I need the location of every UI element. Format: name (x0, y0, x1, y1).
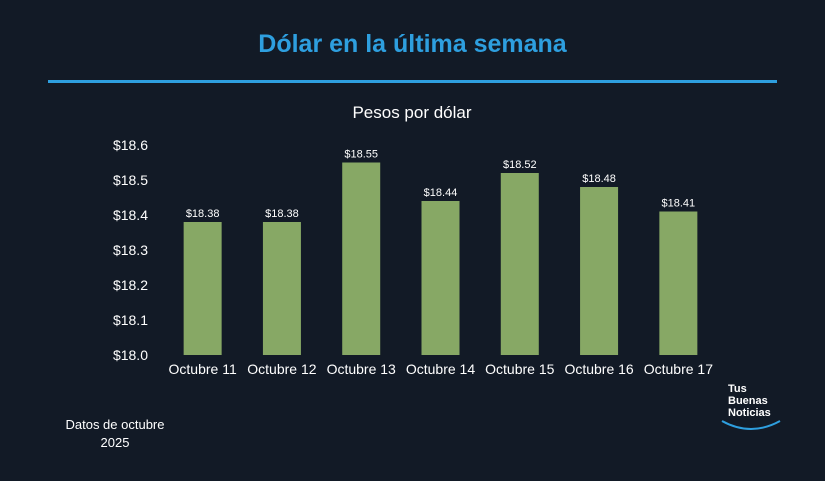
data-label: $18.41 (662, 198, 696, 210)
bar (580, 187, 619, 355)
y-tick-label: $18.4 (113, 207, 148, 223)
bar (659, 211, 698, 355)
y-tick-label: $18.1 (113, 312, 148, 328)
logo-line-2: Buenas (728, 395, 768, 407)
page-title: Dólar en la última semana (258, 30, 567, 58)
logo-line-1: Tus (728, 383, 747, 395)
x-tick-label: Octubre 16 (564, 361, 633, 377)
y-tick-label: $18.5 (113, 172, 148, 188)
y-tick-label: $18.0 (113, 347, 148, 363)
footnote-line-2: 2025 (100, 435, 130, 450)
y-tick-label: $18.2 (113, 277, 148, 293)
y-tick-label: $18.6 (113, 137, 148, 153)
y-tick-label: $18.3 (113, 242, 148, 258)
bar (421, 201, 460, 355)
x-tick-label: Octubre 17 (644, 361, 713, 377)
data-label: $18.38 (265, 208, 299, 220)
bar (183, 222, 222, 355)
data-label: $18.44 (424, 187, 458, 199)
logo-arc-icon (721, 420, 781, 430)
bar (500, 173, 539, 355)
logo-line-3: Noticias (728, 407, 771, 419)
chart-title: Pesos por dólar (352, 103, 471, 122)
bar (262, 222, 301, 355)
data-label: $18.55 (344, 149, 378, 161)
x-tick-label: Octubre 13 (327, 361, 396, 377)
x-tick-label: Octubre 11 (169, 361, 237, 377)
title-divider (48, 80, 777, 83)
x-tick-label: Octubre 15 (485, 361, 554, 377)
bar (342, 162, 381, 355)
data-label: $18.48 (582, 173, 616, 185)
data-label: $18.38 (186, 208, 220, 220)
brand-logo: Tus Buenas Noticias (718, 383, 788, 435)
x-tick-label: Octubre 14 (406, 361, 475, 377)
footnote-line-1: Datos de octubre (65, 417, 165, 432)
footnote: Datos de octubre 2025 (40, 416, 190, 452)
data-label: $18.52 (503, 159, 537, 171)
x-tick-label: Octubre 12 (247, 361, 316, 377)
